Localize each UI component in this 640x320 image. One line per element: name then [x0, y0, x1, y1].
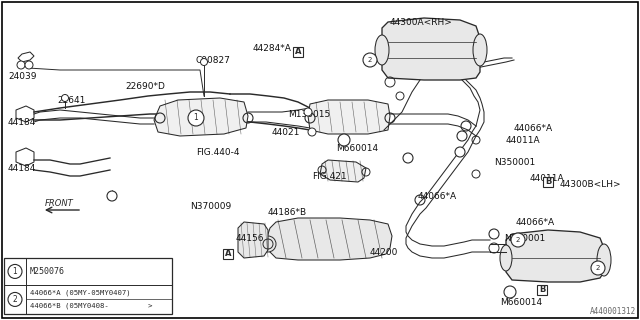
Text: 44300A<RH>: 44300A<RH> — [390, 18, 453, 27]
Text: 44200: 44200 — [370, 248, 398, 257]
Text: 2: 2 — [596, 265, 600, 271]
Bar — [537, 285, 547, 295]
Circle shape — [591, 261, 605, 275]
Text: M130015: M130015 — [288, 110, 330, 119]
Circle shape — [511, 233, 525, 247]
Text: N370009: N370009 — [190, 202, 231, 211]
Polygon shape — [506, 230, 604, 282]
Text: 44300B<LH>: 44300B<LH> — [560, 180, 621, 189]
Text: 44156: 44156 — [236, 234, 264, 243]
Circle shape — [25, 61, 33, 69]
Text: 2: 2 — [368, 57, 372, 63]
Circle shape — [304, 108, 312, 116]
Circle shape — [107, 191, 117, 201]
Text: A: A — [225, 250, 231, 259]
Text: 1: 1 — [194, 114, 198, 123]
Text: N350001: N350001 — [494, 158, 535, 167]
Ellipse shape — [500, 245, 512, 271]
Text: 44021: 44021 — [272, 128, 300, 137]
Text: A: A — [295, 47, 301, 57]
Text: 2: 2 — [516, 237, 520, 243]
Text: 44011A: 44011A — [530, 174, 564, 183]
Circle shape — [188, 110, 204, 126]
Circle shape — [17, 61, 25, 69]
Polygon shape — [266, 218, 392, 260]
Text: 24039: 24039 — [8, 72, 36, 81]
Text: 44284*A: 44284*A — [253, 44, 292, 53]
Text: 2: 2 — [13, 295, 17, 304]
Text: 44066*A: 44066*A — [514, 124, 553, 133]
Ellipse shape — [597, 244, 611, 276]
Text: 44066*A (05MY-05MY0407): 44066*A (05MY-05MY0407) — [30, 290, 131, 296]
Text: 1: 1 — [13, 267, 17, 276]
Text: 44066*B (05MY0408-         >: 44066*B (05MY0408- > — [30, 303, 152, 309]
Bar — [543, 177, 553, 187]
Ellipse shape — [375, 35, 389, 65]
Bar — [4, 258, 172, 314]
Circle shape — [338, 134, 350, 146]
Text: 22690*D: 22690*D — [125, 82, 165, 91]
Circle shape — [8, 264, 22, 278]
Text: A440001312: A440001312 — [589, 307, 636, 316]
Text: FIG.440-4: FIG.440-4 — [196, 148, 239, 157]
Ellipse shape — [473, 34, 487, 66]
Text: FRONT: FRONT — [45, 199, 74, 208]
Text: 44184: 44184 — [8, 118, 36, 127]
Text: B: B — [539, 285, 545, 294]
Circle shape — [61, 94, 68, 101]
Text: 44011A: 44011A — [506, 136, 541, 145]
Polygon shape — [238, 222, 268, 258]
Text: M660014: M660014 — [336, 144, 378, 153]
Circle shape — [504, 286, 516, 298]
Circle shape — [200, 59, 207, 66]
Text: 44066*A: 44066*A — [516, 218, 555, 227]
Text: M250076: M250076 — [30, 267, 65, 276]
Polygon shape — [382, 18, 480, 80]
Polygon shape — [320, 160, 366, 182]
Polygon shape — [154, 98, 248, 136]
Text: 22641: 22641 — [57, 96, 85, 105]
Bar — [223, 249, 233, 259]
Text: 44066*A: 44066*A — [418, 192, 457, 201]
Bar — [293, 47, 303, 57]
Circle shape — [489, 229, 499, 239]
Text: M660014: M660014 — [500, 298, 542, 307]
Text: C00827: C00827 — [196, 56, 231, 65]
Polygon shape — [308, 100, 390, 134]
Circle shape — [455, 147, 465, 157]
Circle shape — [260, 236, 276, 252]
Text: FIG.421: FIG.421 — [312, 172, 347, 181]
Circle shape — [8, 292, 22, 307]
Text: B: B — [545, 178, 551, 187]
Circle shape — [403, 153, 413, 163]
Circle shape — [308, 128, 316, 136]
Text: N350001: N350001 — [504, 234, 545, 243]
Text: 44186*B: 44186*B — [268, 208, 307, 217]
Circle shape — [363, 53, 377, 67]
Text: 44184: 44184 — [8, 164, 36, 173]
